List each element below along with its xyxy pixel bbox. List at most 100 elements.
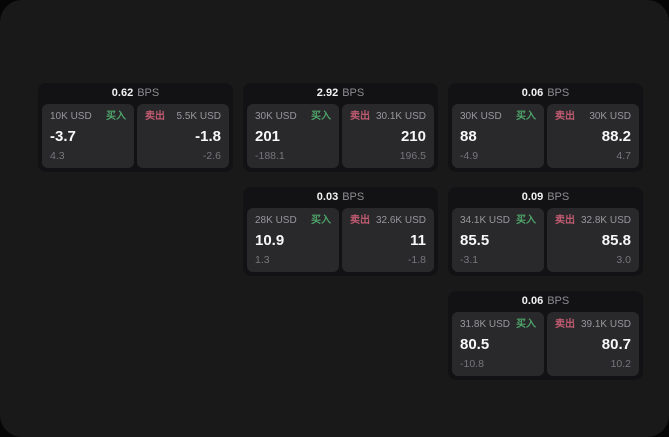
buy-sub-value: 4.3 xyxy=(50,150,65,162)
sell-price: 210 xyxy=(400,128,426,145)
sell-sub-value: 3.0 xyxy=(616,254,631,266)
sell-side-label: 卖出 xyxy=(350,111,370,122)
buy-panel-top-row: 34.1K USD 买入 xyxy=(460,215,536,227)
sell-sub-value: 196.5 xyxy=(399,150,426,162)
quote-panels: 31.8K USD 买入 80.5 -10.8 卖出 39.1K USD 80.… xyxy=(448,312,643,380)
sell-side-label: 卖出 xyxy=(555,111,575,122)
quote-panels: 34.1K USD 买入 85.5 -3.1 卖出 32.8K USD 85.8… xyxy=(448,208,643,276)
spread-value: 0.06 xyxy=(521,87,544,99)
spread-card: 0.06 BPS 30K USD 买入 88 -4.9 卖出 30K USD 8… xyxy=(448,83,643,172)
spread-value: 0.06 xyxy=(521,295,544,307)
bps-label: BPS xyxy=(547,295,570,307)
sell-quantity: 30K USD xyxy=(589,111,631,122)
sell-panel[interactable]: 卖出 32.8K USD 85.8 3.0 xyxy=(547,208,639,272)
buy-panel[interactable]: 10K USD 买入 -3.7 4.3 xyxy=(42,104,134,168)
bps-label: BPS xyxy=(342,87,365,99)
sell-price: 11 xyxy=(410,232,426,249)
buy-panel-top-row: 30K USD 买入 xyxy=(255,111,331,123)
sell-panel[interactable]: 卖出 32.6K USD 11 -1.8 xyxy=(342,208,434,272)
buy-panel[interactable]: 30K USD 买入 201 -188.1 xyxy=(247,104,339,168)
buy-price: 10.9 xyxy=(255,232,285,249)
card-header: 0.09 BPS xyxy=(448,187,643,208)
sell-quantity: 30.1K USD xyxy=(375,111,426,122)
sell-quantity: 32.8K USD xyxy=(580,215,631,226)
bps-label: BPS xyxy=(137,87,160,99)
buy-quantity: 34.1K USD xyxy=(460,215,511,226)
sell-side-label: 卖出 xyxy=(350,215,370,226)
sell-sub-value: -2.6 xyxy=(202,150,221,162)
sell-panel[interactable]: 卖出 39.1K USD 80.7 10.2 xyxy=(547,312,639,376)
sell-panel-top-row: 卖出 5.5K USD xyxy=(145,111,221,123)
sell-panel[interactable]: 卖出 30K USD 88.2 4.7 xyxy=(547,104,639,168)
sell-side-label: 卖出 xyxy=(555,215,575,226)
spread-card: 0.03 BPS 28K USD 买入 10.9 1.3 卖出 32.6K US… xyxy=(243,187,438,276)
sell-sub-value: -1.8 xyxy=(407,254,426,266)
card-header: 2.92 BPS xyxy=(243,83,438,104)
buy-quantity: 31.8K USD xyxy=(460,319,511,330)
buy-panel[interactable]: 34.1K USD 买入 85.5 -3.1 xyxy=(452,208,544,272)
buy-side-label: 买入 xyxy=(516,111,536,122)
buy-panel[interactable]: 28K USD 买入 10.9 1.3 xyxy=(247,208,339,272)
card-header: 0.06 BPS xyxy=(448,291,643,312)
buy-price: 80.5 xyxy=(460,336,490,353)
spread-value: 0.09 xyxy=(521,191,544,203)
sell-side-label: 卖出 xyxy=(145,111,165,122)
buy-quantity: 28K USD xyxy=(255,215,297,226)
spread-card: 0.09 BPS 34.1K USD 买入 85.5 -3.1 卖出 32.8K… xyxy=(448,187,643,276)
sell-panel-top-row: 卖出 32.6K USD xyxy=(350,215,426,227)
buy-price: 85.5 xyxy=(460,232,490,249)
buy-sub-value: -188.1 xyxy=(255,150,285,162)
spread-card: 2.92 BPS 30K USD 买入 201 -188.1 卖出 30.1K … xyxy=(243,83,438,172)
spread-value: 2.92 xyxy=(316,87,339,99)
card-header: 0.06 BPS xyxy=(448,83,643,104)
sell-panel-top-row: 卖出 39.1K USD xyxy=(555,319,631,331)
buy-panel-top-row: 10K USD 买入 xyxy=(50,111,126,123)
sell-panel-top-row: 卖出 32.8K USD xyxy=(555,215,631,227)
sell-panel-top-row: 卖出 30K USD xyxy=(555,111,631,123)
buy-side-label: 买入 xyxy=(311,215,331,226)
spread-cards-grid: 0.62 BPS 10K USD 买入 -3.7 4.3 卖出 5.5K USD… xyxy=(38,83,643,380)
quote-panels: 30K USD 买入 88 -4.9 卖出 30K USD 88.2 4.7 xyxy=(448,104,643,172)
quote-panels: 30K USD 买入 201 -188.1 卖出 30.1K USD 210 1… xyxy=(243,104,438,172)
sell-panel-top-row: 卖出 30.1K USD xyxy=(350,111,426,123)
buy-panel-top-row: 31.8K USD 买入 xyxy=(460,319,536,331)
buy-sub-value: -10.8 xyxy=(460,358,484,370)
buy-panel-top-row: 30K USD 买入 xyxy=(460,111,536,123)
bps-label: BPS xyxy=(547,191,570,203)
buy-panel[interactable]: 31.8K USD 买入 80.5 -10.8 xyxy=(452,312,544,376)
spread-value: 0.62 xyxy=(111,87,134,99)
sell-quantity: 5.5K USD xyxy=(176,111,221,122)
buy-sub-value: -4.9 xyxy=(460,150,479,162)
spread-value: 0.03 xyxy=(316,191,339,203)
card-header: 0.03 BPS xyxy=(243,187,438,208)
sell-sub-value: 10.2 xyxy=(610,358,631,370)
buy-price: 88 xyxy=(460,128,477,145)
sell-panel[interactable]: 卖出 5.5K USD -1.8 -2.6 xyxy=(137,104,229,168)
buy-side-label: 买入 xyxy=(106,111,126,122)
buy-side-label: 买入 xyxy=(516,215,536,226)
quote-panels: 10K USD 买入 -3.7 4.3 卖出 5.5K USD -1.8 -2.… xyxy=(38,104,233,172)
buy-price: 201 xyxy=(255,128,281,145)
sell-panel[interactable]: 卖出 30.1K USD 210 196.5 xyxy=(342,104,434,168)
buy-side-label: 买入 xyxy=(516,319,536,330)
spread-card: 0.62 BPS 10K USD 买入 -3.7 4.3 卖出 5.5K USD… xyxy=(38,83,233,172)
buy-quantity: 10K USD xyxy=(50,111,92,122)
buy-sub-value: 1.3 xyxy=(255,254,270,266)
bps-label: BPS xyxy=(342,191,365,203)
buy-panel[interactable]: 30K USD 买入 88 -4.9 xyxy=(452,104,544,168)
sell-sub-value: 4.7 xyxy=(616,150,631,162)
sell-price: 88.2 xyxy=(601,128,631,145)
sell-price: -1.8 xyxy=(195,128,221,145)
quote-panels: 28K USD 买入 10.9 1.3 卖出 32.6K USD 11 -1.8 xyxy=(243,208,438,276)
buy-price: -3.7 xyxy=(50,128,76,145)
bps-label: BPS xyxy=(547,87,570,99)
sell-price: 85.8 xyxy=(601,232,631,249)
spread-card: 0.06 BPS 31.8K USD 买入 80.5 -10.8 卖出 39.1… xyxy=(448,291,643,380)
buy-quantity: 30K USD xyxy=(460,111,502,122)
sell-side-label: 卖出 xyxy=(555,319,575,330)
sell-price: 80.7 xyxy=(601,336,631,353)
sell-quantity: 32.6K USD xyxy=(375,215,426,226)
card-header: 0.62 BPS xyxy=(38,83,233,104)
buy-sub-value: -3.1 xyxy=(460,254,479,266)
